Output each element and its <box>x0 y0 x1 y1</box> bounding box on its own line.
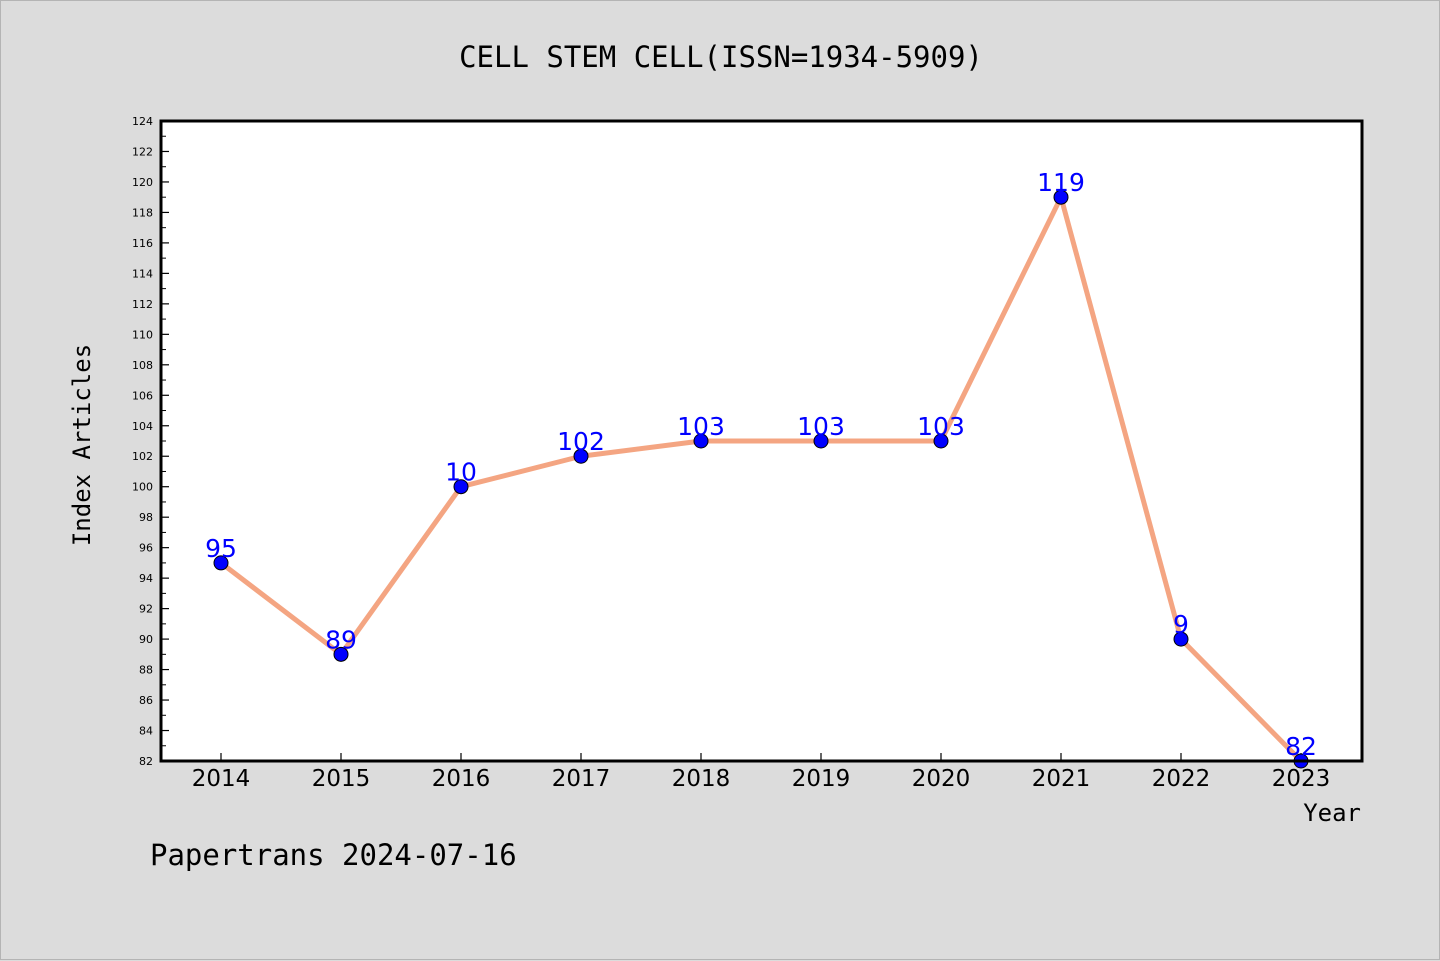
y-axis-ticks: 82 84 86 88 90 92 94 96 98 100 102 104 106 108 110 112 1… <box>132 115 169 768</box>
y-axis-title: Index Articles <box>68 344 96 546</box>
y-tick-label: 102 <box>132 450 153 463</box>
x-tick-label: 2022 <box>1152 766 1211 792</box>
data-markers <box>213 189 1309 769</box>
footer-source: Papertrans 2024-07-16 <box>150 838 517 872</box>
data-label: 103 <box>677 412 725 441</box>
data-point <box>333 646 349 662</box>
data-label: 10 <box>445 458 477 487</box>
y-tick-label: 88 <box>139 664 153 677</box>
y-tick-label: 124 <box>132 115 153 128</box>
y-tick-label: 90 <box>139 633 153 646</box>
y-tick-label: 108 <box>132 359 153 372</box>
y-tick-label: 120 <box>132 176 153 189</box>
x-tick-label: 2020 <box>912 766 971 792</box>
data-label: 103 <box>797 412 845 441</box>
data-label: 119 <box>1037 168 1085 197</box>
y-tick-label: 84 <box>139 725 153 738</box>
y-tick-label: 110 <box>132 328 153 341</box>
y-tick-label: 98 <box>139 511 153 524</box>
data-point <box>813 433 829 449</box>
data-point <box>1173 631 1189 647</box>
data-point <box>573 448 589 464</box>
data-labels: 95 89 10 102 103 103 103 119 9 82 <box>205 168 1317 761</box>
y-tick-label: 86 <box>139 694 153 707</box>
data-label: 9 <box>1173 610 1189 639</box>
x-tick-label: 2015 <box>312 766 371 792</box>
y-tick-label: 96 <box>139 542 153 555</box>
data-point <box>933 433 949 449</box>
data-point <box>693 433 709 449</box>
y-tick-label: 118 <box>132 206 153 219</box>
data-label: 103 <box>917 412 965 441</box>
y-tick-label: 114 <box>132 267 153 280</box>
y-tick-label: 112 <box>132 298 153 311</box>
x-tick-label: 2023 <box>1272 766 1331 792</box>
x-tick-label: 2019 <box>792 766 851 792</box>
y-tick-label: 82 <box>139 755 153 768</box>
x-axis-ticks: 2014 2015 2016 2017 2018 2019 2020 2021 2022 2023 <box>192 753 1331 792</box>
y-tick-label: 106 <box>132 389 153 402</box>
data-label: 102 <box>557 427 605 456</box>
y-tick-label: 94 <box>139 572 153 585</box>
chart-title: CELL STEM CELL(ISSN=1934-5909) <box>459 40 983 74</box>
x-axis-title: Year <box>1303 799 1361 827</box>
x-tick-label: 2016 <box>432 766 491 792</box>
plot-border <box>159 119 1364 763</box>
x-tick-label: 2017 <box>552 766 611 792</box>
data-label: 82 <box>1285 732 1317 761</box>
data-label: 95 <box>205 534 237 563</box>
x-tick-label: 2014 <box>192 766 251 792</box>
data-point <box>1053 189 1069 205</box>
y-tick-label: 122 <box>132 145 153 158</box>
series-line <box>219 194 1303 763</box>
data-label: 89 <box>325 625 357 654</box>
y-tick-label: 100 <box>132 481 153 494</box>
data-point <box>213 555 229 571</box>
y-tick-label: 92 <box>139 603 153 616</box>
x-tick-label: 2018 <box>672 766 731 792</box>
y-tick-label: 116 <box>132 237 153 250</box>
y-tick-label: 104 <box>132 420 153 433</box>
data-point <box>453 479 469 495</box>
x-tick-label: 2021 <box>1032 766 1091 792</box>
